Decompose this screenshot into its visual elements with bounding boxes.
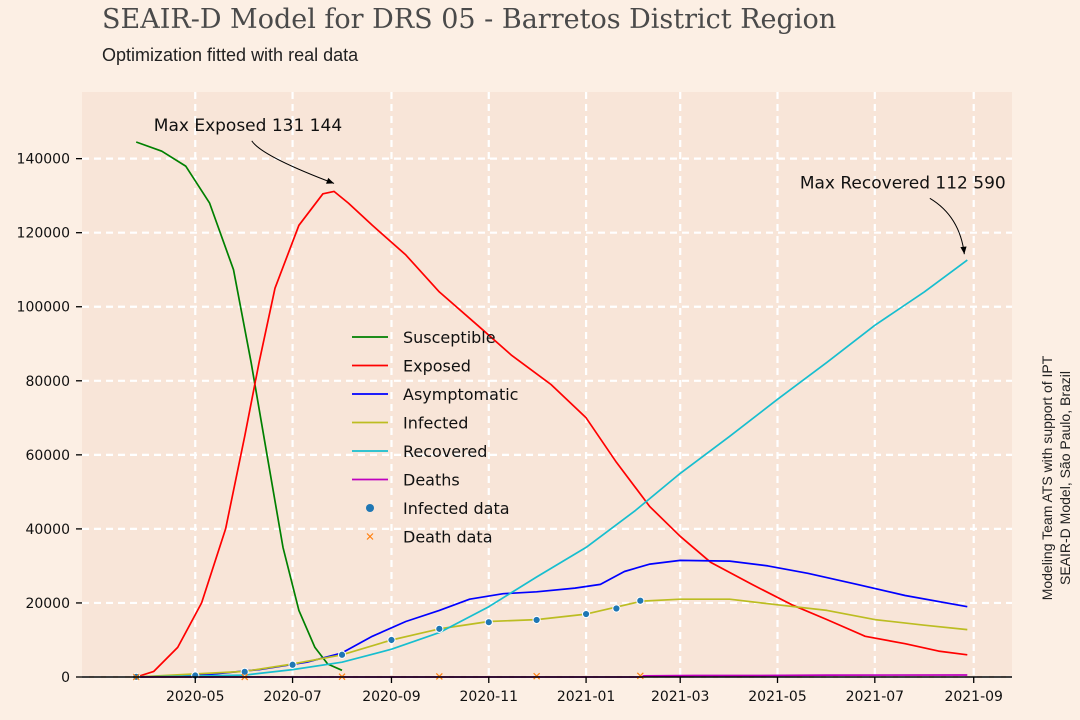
series-point-infected-data (581, 609, 591, 619)
legend-item-infected: Infected (352, 414, 468, 433)
series-point-infected-data (484, 618, 493, 627)
x-tick-label: 2021-05 (748, 689, 807, 705)
annotation-label-2: Max Recovered 112 590 (800, 173, 1006, 193)
series-line-recovered (136, 259, 968, 678)
legend-swatch-infected-data (366, 504, 374, 512)
x-tick-label: 2021-09 (944, 689, 1003, 705)
annotation-arrowhead-2 (960, 246, 967, 255)
legend-item-death-data: Death data (366, 528, 493, 547)
y-tick-label: 120000 (17, 226, 70, 242)
legend-item-exposed: Exposed (352, 357, 471, 376)
legend: Susceptible Exposed Asymptomatic Infected Re… (352, 328, 518, 547)
series-point-death-data (533, 672, 541, 680)
legend-label-asymptomatic: Asymptomatic (403, 385, 518, 404)
series-point-infected-data (288, 660, 297, 669)
series-point-infected-data (636, 596, 645, 605)
x-tick-label: 2021-07 (846, 689, 905, 705)
y-tick-label: 80000 (25, 374, 70, 390)
legend-label-infected-data: Infected data (403, 499, 510, 518)
series-point-infected-data (337, 650, 347, 659)
annotation-label-1: Max Exposed 131 144 (154, 116, 342, 136)
y-tick-label: 20000 (25, 596, 70, 612)
x-tick-label: 2020-07 (263, 689, 322, 705)
legend-item-asymptomatic: Asymptomatic (352, 385, 518, 404)
page-title: SEAIR-D Model for DRS 05 - Barretos Dist… (102, 4, 837, 35)
legend-item-susceptible: Susceptible (352, 328, 496, 347)
annotation-arrowhead-1 (326, 177, 335, 184)
x-tick-label: 2021-01 (557, 689, 616, 705)
x-tick-label: 2021-03 (651, 689, 710, 705)
legend-swatch-death-data (366, 533, 374, 540)
axes: 2020-05 2020-07 2020-09 2020-11 2021-01 2021-… (17, 152, 1012, 705)
series-point-infected-data (240, 667, 249, 676)
legend-label-recovered: Recovered (403, 442, 487, 461)
legend-label-death-data: Death data (403, 528, 493, 547)
page-subtitle: Optimization fitted with real data (102, 45, 359, 65)
series-point-death-data (636, 672, 644, 680)
series-point-infected-data (387, 635, 396, 645)
legend-label-infected: Infected (403, 414, 468, 433)
series-point-infected-data (612, 604, 621, 613)
legend-item-recovered: Recovered (352, 442, 487, 461)
legend-item-infected-data: Infected data (366, 499, 510, 518)
y-tick-label: 40000 (25, 522, 70, 538)
series-point-infected-data (532, 615, 541, 625)
annotations: Max Exposed 131 144 Max Recovered 112 590 (154, 116, 1006, 255)
legend-label-susceptible: Susceptible (403, 328, 496, 347)
x-tick-label: 2020-11 (460, 689, 519, 705)
x-tick-label: 2020-05 (166, 689, 225, 705)
annotation-arrow-1 (251, 140, 335, 184)
y-tick-label: 100000 (17, 300, 70, 316)
series-points (132, 596, 645, 681)
y-tick-label: 140000 (17, 152, 70, 168)
x-tick-label: 2020-09 (362, 689, 421, 705)
legend-label-exposed: Exposed (403, 357, 471, 376)
series-line-susceptible (135, 141, 343, 672)
legend-item-deaths: Deaths (352, 471, 460, 490)
legend-label-deaths: Deaths (403, 471, 460, 490)
plot-area (82, 92, 1012, 677)
series-point-infected-data (435, 624, 444, 633)
y-tick-label: 60000 (25, 448, 70, 464)
y-tick-label: 0 (61, 670, 70, 686)
